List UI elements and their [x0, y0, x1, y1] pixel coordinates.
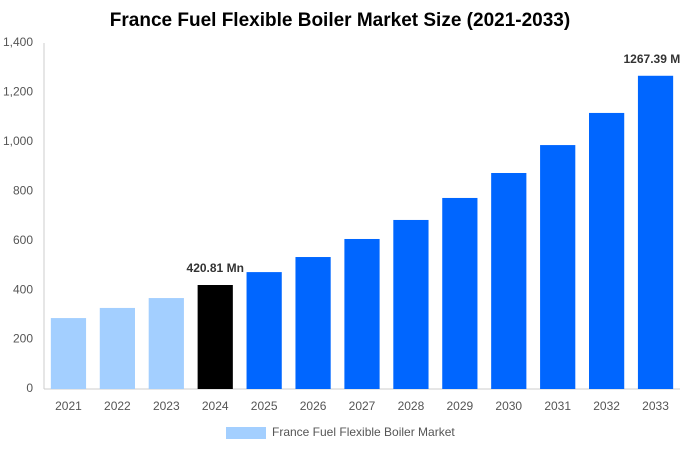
x-tick-label: 2026 — [300, 399, 327, 413]
y-tick-label: 400 — [13, 282, 33, 296]
bar — [442, 197, 478, 389]
x-tick-label: 2031 — [544, 399, 571, 413]
legend-swatch — [226, 427, 266, 439]
bar — [295, 257, 331, 389]
y-tick-label: 1,400 — [3, 35, 33, 49]
bar — [393, 219, 429, 389]
y-tick-label: 1,000 — [3, 134, 33, 148]
x-tick-label: 2032 — [593, 399, 620, 413]
x-tick-label: 2028 — [398, 399, 425, 413]
bar — [637, 75, 674, 389]
bar — [50, 318, 87, 389]
x-tick-label: 2022 — [104, 399, 131, 413]
value-label: 420.81 Mn — [187, 261, 244, 275]
x-tick-label: 2030 — [495, 399, 522, 413]
x-tick-label: 2023 — [153, 399, 180, 413]
y-tick-label: 0 — [26, 381, 33, 395]
y-tick-label: 200 — [13, 332, 33, 346]
x-tick-label: 2021 — [55, 399, 82, 413]
bar — [99, 307, 135, 389]
x-tick-label: 2024 — [202, 399, 229, 413]
x-tick-label: 2025 — [251, 399, 278, 413]
x-tick-label: 2027 — [349, 399, 376, 413]
legend-label: France Fuel Flexible Boiler Market — [272, 425, 455, 439]
y-tick-label: 600 — [13, 233, 33, 247]
chart-title: France Fuel Flexible Boiler Market Size … — [110, 10, 570, 31]
x-tick-label: 2029 — [446, 399, 473, 413]
bar — [344, 238, 380, 389]
x-tick-label: 2033 — [642, 399, 669, 413]
y-tick-label: 1,200 — [3, 85, 33, 99]
bar — [148, 298, 184, 389]
bar — [197, 284, 233, 389]
y-tick-label: 800 — [13, 183, 33, 197]
bar — [589, 112, 625, 389]
bar — [540, 145, 576, 389]
value-label: 1267.39 Mn — [624, 52, 680, 66]
bar — [491, 172, 527, 389]
bar — [246, 272, 282, 389]
